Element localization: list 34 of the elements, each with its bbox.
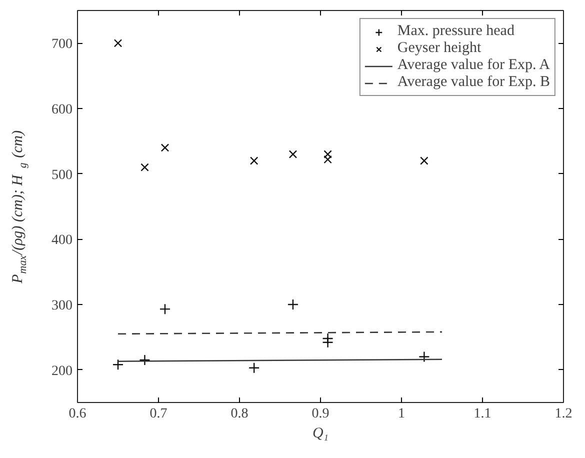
point [288, 150, 298, 158]
point [160, 144, 170, 152]
x-tick-label: 0.8 [230, 406, 248, 422]
legend-label: Average value for Exp. A [397, 57, 550, 74]
point [159, 303, 171, 315]
point [418, 351, 430, 362]
legend-label: Geyser height [397, 40, 482, 57]
y-tick-label: 300 [52, 298, 72, 314]
y-tick-label: 700 [52, 37, 72, 52]
x-tick-label: 1.2 [554, 406, 572, 422]
point [324, 150, 332, 158]
y-tick-label: 600 [52, 102, 72, 118]
y-tick-label: 200 [52, 364, 72, 379]
point [250, 156, 258, 165]
x-tick-label: 1.1 [474, 406, 492, 422]
point [324, 155, 332, 164]
y-tick-label: 500 [52, 168, 72, 183]
legend-label: Max. pressure head [397, 23, 514, 40]
legend-label: Average value for Exp. B [397, 74, 550, 91]
x-tick-label: 0.7 [150, 406, 168, 422]
point [287, 298, 299, 310]
x-tick-label: 1 [398, 406, 405, 422]
point [139, 354, 150, 366]
point [248, 362, 260, 374]
point [322, 336, 334, 348]
point [112, 359, 124, 370]
x-tick-label: 0.9 [312, 406, 330, 422]
point [140, 163, 149, 172]
point [114, 39, 122, 48]
x-tick-label: 0.6 [68, 406, 86, 422]
y-tick-label: 400 [52, 233, 72, 248]
y-axis-title: Pmax/(ρg) (cm); Hg (cm) [10, 130, 30, 284]
point [420, 156, 428, 165]
x-axis-title: Q₁ [312, 426, 329, 442]
